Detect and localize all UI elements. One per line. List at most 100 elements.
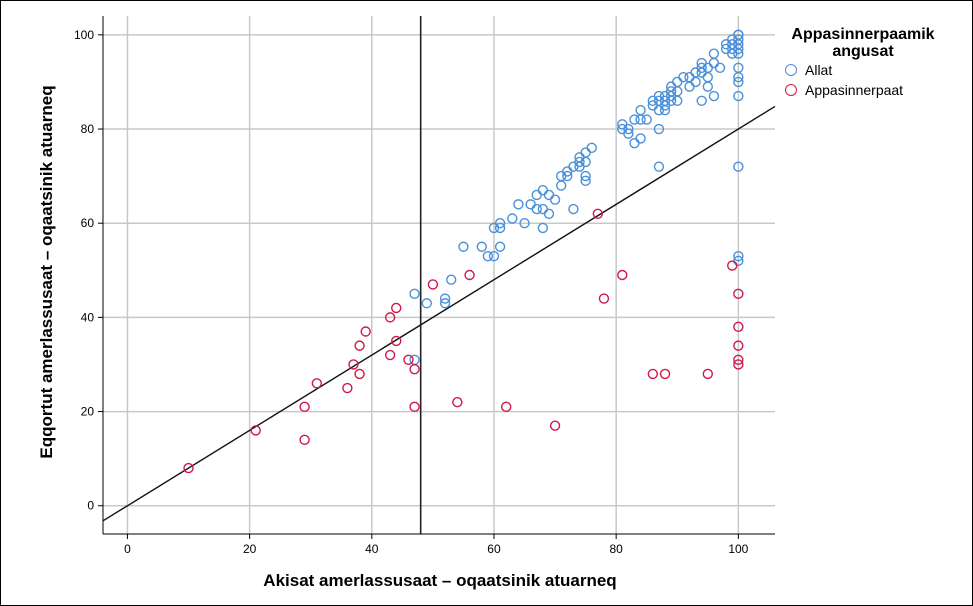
data-point bbox=[446, 274, 457, 285]
fit-reference-line bbox=[102, 105, 776, 522]
data-point bbox=[482, 250, 494, 262]
legend: Appasinnerpaamik angusat Allat Appasinne… bbox=[778, 26, 968, 100]
data-point bbox=[354, 340, 365, 351]
data-point bbox=[549, 420, 561, 431]
data-point bbox=[531, 203, 542, 215]
tick-labels: 0 20 40 60 80 100 0 20 40 60 80 100 bbox=[74, 28, 749, 556]
data-point bbox=[702, 72, 713, 83]
data-point bbox=[342, 382, 353, 394]
data-point bbox=[384, 312, 396, 323]
x-tick-label: 0 bbox=[124, 542, 131, 556]
data-point bbox=[537, 203, 549, 215]
data-point bbox=[672, 86, 683, 97]
data-point bbox=[494, 222, 506, 234]
data-point bbox=[733, 48, 744, 59]
data-point bbox=[733, 250, 744, 262]
data-point bbox=[708, 57, 720, 69]
data-point bbox=[384, 349, 396, 361]
data-point bbox=[635, 104, 646, 116]
data-point bbox=[543, 189, 555, 201]
data-point bbox=[733, 321, 744, 332]
axes bbox=[98, 16, 775, 539]
circle-marker-icon bbox=[785, 64, 797, 76]
data-point bbox=[733, 76, 744, 88]
data-point bbox=[409, 288, 420, 300]
data-point bbox=[501, 401, 512, 413]
x-tick-label: 40 bbox=[365, 542, 379, 556]
legend-item-appasinnerpaat: Appasinnerpaat bbox=[778, 82, 968, 100]
data-point bbox=[562, 170, 573, 182]
data-point bbox=[464, 269, 475, 281]
data-point bbox=[537, 185, 549, 196]
data-point bbox=[494, 217, 506, 229]
data-point bbox=[452, 396, 463, 408]
data-point bbox=[574, 156, 585, 168]
data-point bbox=[684, 72, 695, 83]
data-point bbox=[714, 62, 726, 74]
data-point bbox=[311, 378, 323, 389]
data-point bbox=[537, 222, 549, 234]
y-tick-label: 60 bbox=[81, 216, 95, 230]
data-point bbox=[409, 401, 420, 413]
y-tick-label: 80 bbox=[81, 122, 95, 136]
data-point bbox=[513, 199, 524, 210]
reference-lines bbox=[102, 16, 776, 534]
data-point bbox=[519, 217, 530, 229]
y-tick-label: 20 bbox=[81, 405, 95, 419]
data-point bbox=[531, 189, 542, 201]
data-point bbox=[476, 241, 487, 252]
data-point bbox=[623, 123, 634, 135]
data-point bbox=[635, 133, 646, 144]
data-point bbox=[696, 95, 707, 106]
data-point bbox=[427, 279, 439, 290]
data-point bbox=[708, 90, 720, 102]
data-point bbox=[586, 142, 597, 154]
data-point bbox=[439, 293, 451, 304]
series-0 bbox=[409, 29, 744, 365]
data-point bbox=[391, 335, 402, 347]
data-point bbox=[623, 128, 634, 139]
data-point bbox=[507, 213, 518, 224]
data-point bbox=[702, 62, 713, 74]
data-point bbox=[348, 359, 359, 370]
data-point bbox=[580, 147, 591, 158]
data-point bbox=[672, 76, 683, 88]
data-point bbox=[409, 363, 420, 375]
data-point bbox=[299, 434, 310, 446]
data-point bbox=[733, 161, 744, 172]
data-point bbox=[439, 298, 451, 309]
data-point bbox=[733, 90, 744, 102]
data-point bbox=[629, 114, 640, 125]
data-point bbox=[568, 203, 579, 215]
y-tick-label: 0 bbox=[87, 499, 94, 513]
x-tick-label: 80 bbox=[609, 542, 623, 556]
y-axis-label: Eqqortut amerlassusaat – oqaatsinik atua… bbox=[37, 85, 56, 458]
data-point bbox=[702, 368, 713, 380]
data-point bbox=[696, 62, 707, 74]
data-point bbox=[354, 368, 365, 380]
data-point bbox=[727, 260, 738, 271]
data-point bbox=[678, 72, 689, 83]
data-point bbox=[733, 288, 744, 300]
data-point bbox=[672, 95, 683, 106]
data-point bbox=[733, 72, 744, 83]
data-point bbox=[690, 76, 701, 88]
data-point bbox=[733, 340, 744, 351]
data-point bbox=[360, 326, 371, 337]
data-points bbox=[183, 29, 744, 474]
data-point bbox=[653, 161, 665, 172]
x-tick-label: 60 bbox=[487, 542, 501, 556]
grid-lines bbox=[103, 16, 775, 534]
data-point bbox=[580, 175, 591, 187]
data-point bbox=[598, 293, 610, 304]
data-point bbox=[665, 86, 677, 97]
data-point bbox=[733, 43, 744, 55]
x-axis-label: Akisat amerlassusaat – oqaatsinik atuarn… bbox=[263, 571, 616, 590]
data-point bbox=[580, 156, 591, 168]
data-point bbox=[549, 194, 561, 205]
data-point bbox=[458, 241, 469, 252]
data-point bbox=[525, 199, 536, 210]
data-point bbox=[653, 123, 665, 135]
legend-item-allat: Allat bbox=[778, 62, 968, 80]
